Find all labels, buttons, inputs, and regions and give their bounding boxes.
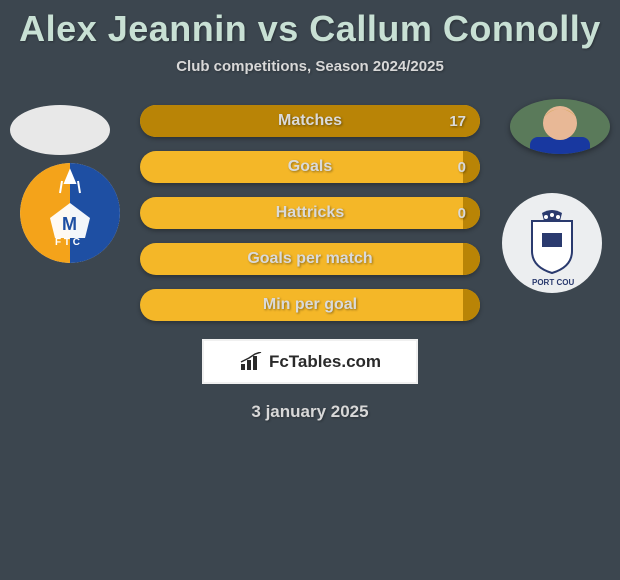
page-title: Alex Jeannin vs Callum Connolly (0, 0, 620, 50)
stat-bars: Matches 17 Goals 0 Hattricks 0 Goals per match… (140, 105, 480, 335)
stat-bar-fill-right (463, 243, 480, 275)
chart-icon (239, 352, 263, 372)
stat-bar-fill-right (463, 289, 480, 321)
stat-label: Goals per match (247, 250, 372, 268)
svg-text:PORT COU: PORT COU (532, 278, 574, 287)
stat-bar: Hattricks 0 (140, 197, 480, 229)
stat-bar: Min per goal (140, 289, 480, 321)
stat-bar: Goals 0 (140, 151, 480, 183)
svg-text:F T C: F T C (55, 237, 80, 248)
stat-label: Matches (278, 112, 342, 130)
stat-bar: Matches 17 (140, 105, 480, 137)
stat-value-right: 17 (449, 113, 466, 130)
stats-area: M F T C PORT COU Matches17Goals0Hattrick… (0, 105, 620, 335)
player-right-avatar (510, 99, 610, 154)
svg-text:M: M (62, 214, 77, 234)
logo-text: FcTables.com (269, 352, 381, 372)
stat-label: Goals (288, 158, 332, 176)
player-left-avatar (10, 105, 110, 155)
infographic-root: Alex Jeannin vs Callum Connolly Club com… (0, 0, 620, 580)
stat-value-right: 0 (458, 159, 466, 176)
stat-value-right: 0 (458, 205, 466, 222)
stat-label: Min per goal (263, 296, 357, 314)
club-left-badge: M F T C (20, 163, 120, 263)
fctables-logo: FcTables.com (202, 339, 418, 384)
stat-label: Hattricks (276, 204, 344, 222)
date-label: 3 january 2025 (0, 402, 620, 422)
stat-bar: Goals per match (140, 243, 480, 275)
subtitle: Club competitions, Season 2024/2025 (0, 58, 620, 75)
club-right-badge: PORT COU (502, 193, 602, 293)
